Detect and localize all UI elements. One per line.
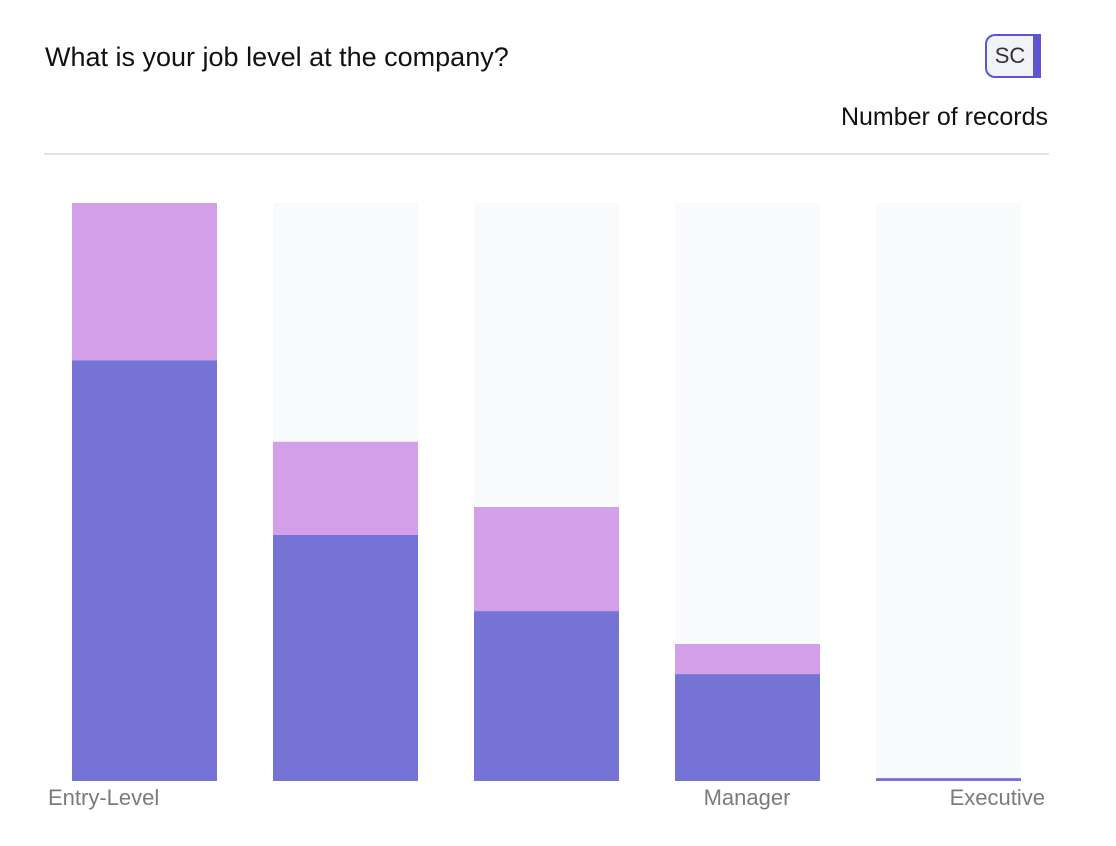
bar-track-4[interactable] xyxy=(876,203,1021,781)
bar-1-series-0[interactable] xyxy=(273,534,418,781)
sc-badge-button[interactable]: SC xyxy=(985,34,1041,78)
x-label-manager: Manager xyxy=(703,785,791,810)
bar-0-series-1[interactable] xyxy=(72,203,217,361)
bar-2-series-1[interactable] xyxy=(474,507,619,612)
bar-3-series-0[interactable] xyxy=(675,674,820,781)
bar-2-series-0[interactable] xyxy=(474,611,619,781)
divider xyxy=(44,153,1049,155)
chart-title: What is your job level at the company? xyxy=(45,42,509,72)
x-label-executive: Executive xyxy=(949,785,1045,810)
bar-1-series-1[interactable] xyxy=(273,441,418,535)
bar-3-series-1[interactable] xyxy=(675,644,820,675)
bar-0-series-0[interactable] xyxy=(72,360,217,781)
measure-label: Number of records xyxy=(840,103,1048,131)
x-label-entry-level: Entry-Level xyxy=(48,785,160,810)
bar-4-series-0[interactable] xyxy=(876,778,1021,781)
